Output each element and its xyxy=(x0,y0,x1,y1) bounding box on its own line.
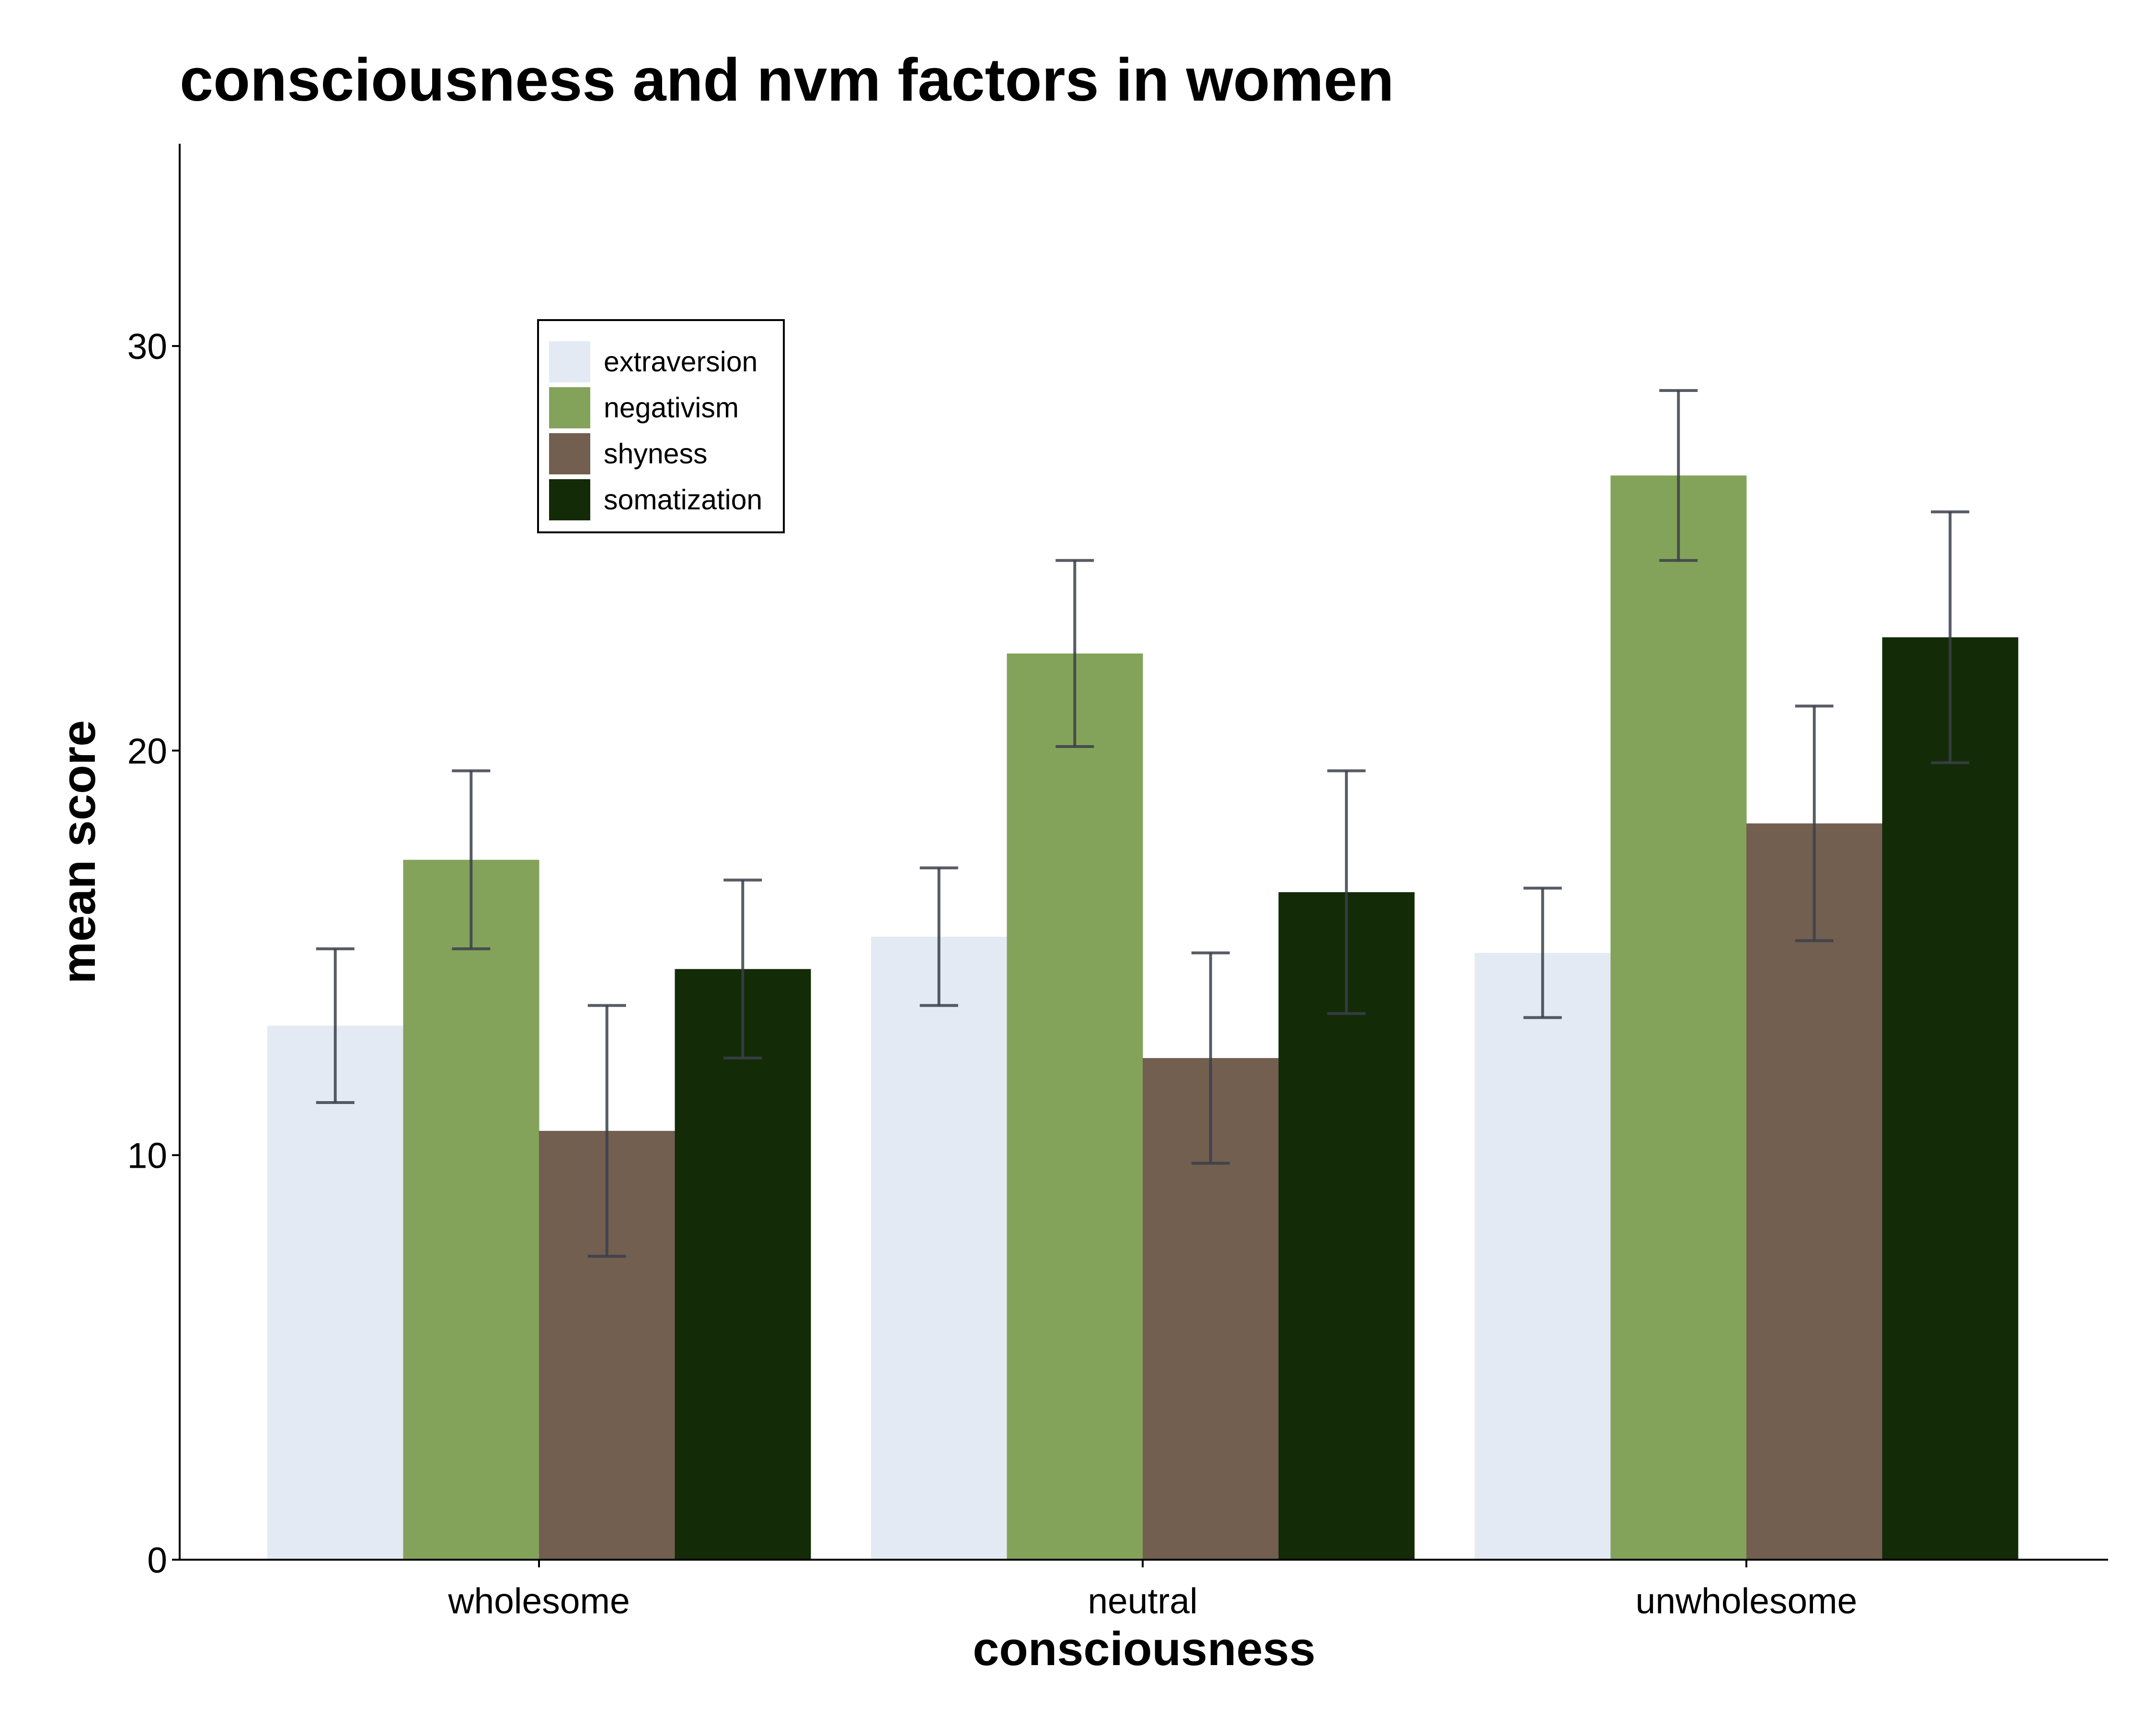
bar-extraversion-unwholesome xyxy=(1475,953,1611,1560)
x-tick-label-neutral: neutral xyxy=(1088,1581,1197,1621)
bar-negativism-neutral xyxy=(1007,653,1143,1560)
x-tick-label-wholesome: wholesome xyxy=(447,1581,630,1621)
x-axis-ticks: wholesome neutral unwholesome xyxy=(447,1560,1857,1621)
bar-somatization-unwholesome xyxy=(1882,637,2018,1560)
y-tick-label-20: 20 xyxy=(127,731,167,771)
y-tick-label-30: 30 xyxy=(127,326,167,367)
bar-extraversion-wholesome xyxy=(267,1025,403,1560)
legend-label-extraversion: extraversion xyxy=(604,346,757,378)
x-tick-label-unwholesome: unwholesome xyxy=(1636,1581,1858,1621)
bar-negativism-unwholesome xyxy=(1610,475,1747,1560)
bar-shyness-unwholesome xyxy=(1746,823,1882,1560)
legend-swatch-somatization xyxy=(549,479,590,520)
bar-extraversion-neutral xyxy=(871,936,1007,1560)
chart-title: consciousness and nvm factors in women xyxy=(180,46,1394,114)
bar-somatization-wholesome xyxy=(675,969,811,1560)
legend-label-shyness: shyness xyxy=(604,438,707,470)
legend: extraversion negativism shyness somatizatio… xyxy=(537,319,785,533)
legend-swatch-negativism xyxy=(549,387,590,428)
legend-swatch-extraversion xyxy=(549,341,590,382)
y-tick-label-0: 0 xyxy=(147,1540,167,1580)
legend-swatch-shyness xyxy=(549,433,590,474)
bars xyxy=(267,475,2018,1560)
bar-negativism-wholesome xyxy=(403,860,539,1560)
y-axis-ticks: 0 10 20 30 xyxy=(127,326,180,1580)
y-tick-label-10: 10 xyxy=(127,1136,167,1176)
legend-label-somatization: somatization xyxy=(604,484,762,516)
error-bars xyxy=(316,389,1970,1258)
x-axis-title: consciousness xyxy=(973,1622,1315,1675)
y-axis-title: mean score xyxy=(52,720,105,984)
legend-label-negativism: negativism xyxy=(604,392,739,424)
